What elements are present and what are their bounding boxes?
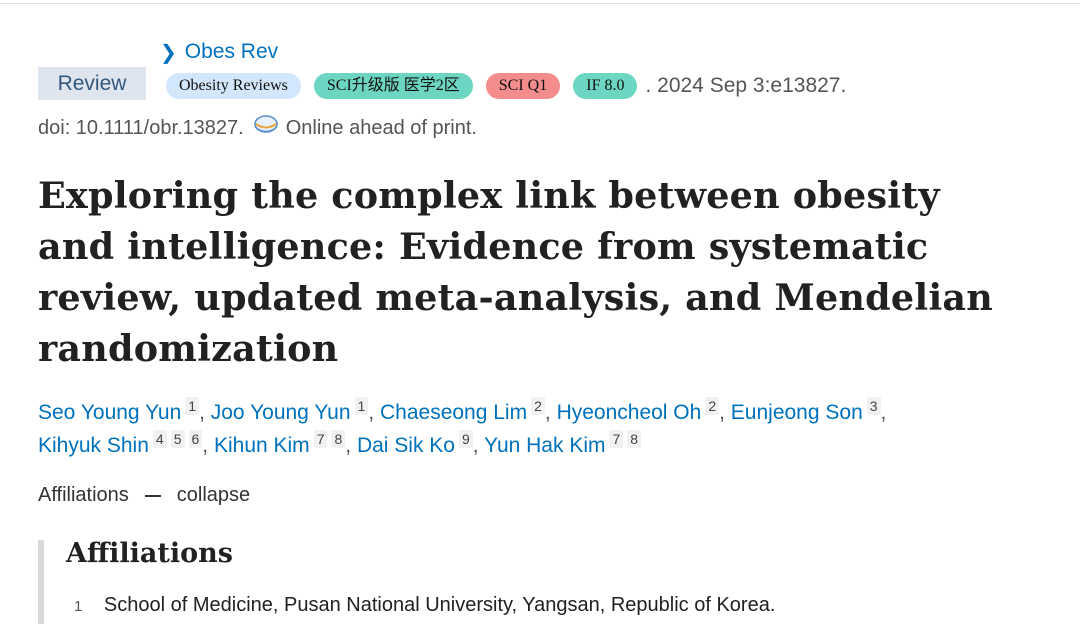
affiliation-ref[interactable]: 7 (313, 430, 328, 448)
author-entry: Kihun Kim 7 8 (213, 430, 346, 457)
article-title: Exploring the complex link between obesi… (38, 174, 993, 370)
author-name-link[interactable]: Chaeseong Lim (380, 401, 528, 424)
sci-quartile-badge: SCI Q1 (485, 73, 561, 99)
author-name-link[interactable]: Hyeoncheol Oh (556, 401, 702, 424)
affiliation-ref[interactable]: 8 (331, 430, 346, 448)
affiliation-ref[interactable]: 3 (866, 397, 881, 415)
affiliation-ref[interactable]: 2 (531, 397, 545, 415)
affiliation-ref[interactable]: 6 (188, 430, 203, 448)
author-name-link[interactable]: Dai Sik Ko (356, 434, 455, 457)
author-entry: Joo Young Yun 1 (210, 397, 369, 424)
author-name-link[interactable]: Joo Young Yun (210, 401, 351, 424)
author-entry: Eunjeong Son 3 (730, 397, 881, 424)
author-entry: Yun Hak Kim 7 8 (484, 430, 642, 457)
collapse-dash-icon (144, 494, 161, 497)
chevron-right-icon: ❯ (160, 40, 177, 64)
publication-type-badge: Review (38, 67, 146, 100)
affiliation-text: School of Medicine, Pusan National Unive… (103, 594, 776, 616)
author-entry: Hyeoncheol Oh 2 (556, 397, 720, 424)
sci-zone-badge: SCI升级版 医学2区 (313, 73, 473, 99)
affiliation-ref[interactable]: 8 (627, 430, 642, 448)
affiliation-ref[interactable]: 1 (354, 397, 369, 415)
affiliation-number: 1 (74, 598, 83, 615)
affiliations-toggle[interactable]: Affiliations collapse (38, 484, 250, 507)
doi-line: doi: 10.1111/obr.13827. Online ahead of … (38, 114, 477, 140)
affiliation-ref[interactable]: 1 (185, 397, 200, 415)
affiliation-ref[interactable]: 4 (152, 430, 167, 448)
doi-text: doi: 10.1111/obr.13827. (38, 117, 244, 139)
affiliations-toggle-label: Affiliations (38, 484, 129, 506)
authors-list: Seo Young Yun 1, Joo Young Yun 1, Chaeseon… (38, 397, 887, 457)
impact-factor-badge: IF 8.0 (573, 73, 638, 99)
author-name-link[interactable]: Seo Young Yun (38, 401, 182, 424)
affiliation-ref[interactable]: 5 (170, 430, 185, 448)
author-entry: Seo Young Yun 1 (38, 397, 200, 424)
author-entry: Dai Sik Ko 9 (356, 430, 473, 457)
affiliations-heading: Affiliations (66, 538, 233, 569)
author-name-link[interactable]: Kihyuk Shin (38, 434, 149, 457)
journal-badges: Obesity Reviews SCI升级版 医学2区 SCI Q1 IF 8.… (166, 73, 846, 99)
affiliation-ref[interactable]: 7 (609, 430, 624, 448)
doi-status: Online ahead of print. (285, 117, 477, 139)
author-name-link[interactable]: Kihun Kim (213, 434, 310, 457)
top-border (0, 0, 1080, 4)
affiliation-ref[interactable]: 9 (459, 430, 473, 448)
journal-link[interactable]: ❯ Obes Rev (160, 40, 278, 64)
journal-link-label: Obes Rev (184, 40, 279, 63)
journal-name-badge[interactable]: Obesity Reviews (166, 73, 301, 99)
affiliation-ref[interactable]: 2 (705, 397, 720, 415)
author-entry: Kihyuk Shin 4 5 6 (38, 430, 203, 457)
author-name-link[interactable]: Yun Hak Kim (484, 434, 606, 457)
citation-date: . 2024 Sep 3:e13827. (645, 74, 847, 97)
author-entry: Chaeseong Lim 2 (380, 397, 545, 424)
author-name-link[interactable]: Eunjeong Son (730, 401, 863, 424)
doi-globe-icon[interactable] (252, 114, 280, 136)
affiliations-panel: Affiliations 1 School of Medicine, Pusan… (38, 538, 1038, 624)
affiliation-item: 1 School of Medicine, Pusan National Uni… (74, 594, 775, 617)
affiliations-toggle-action: collapse (176, 484, 251, 506)
